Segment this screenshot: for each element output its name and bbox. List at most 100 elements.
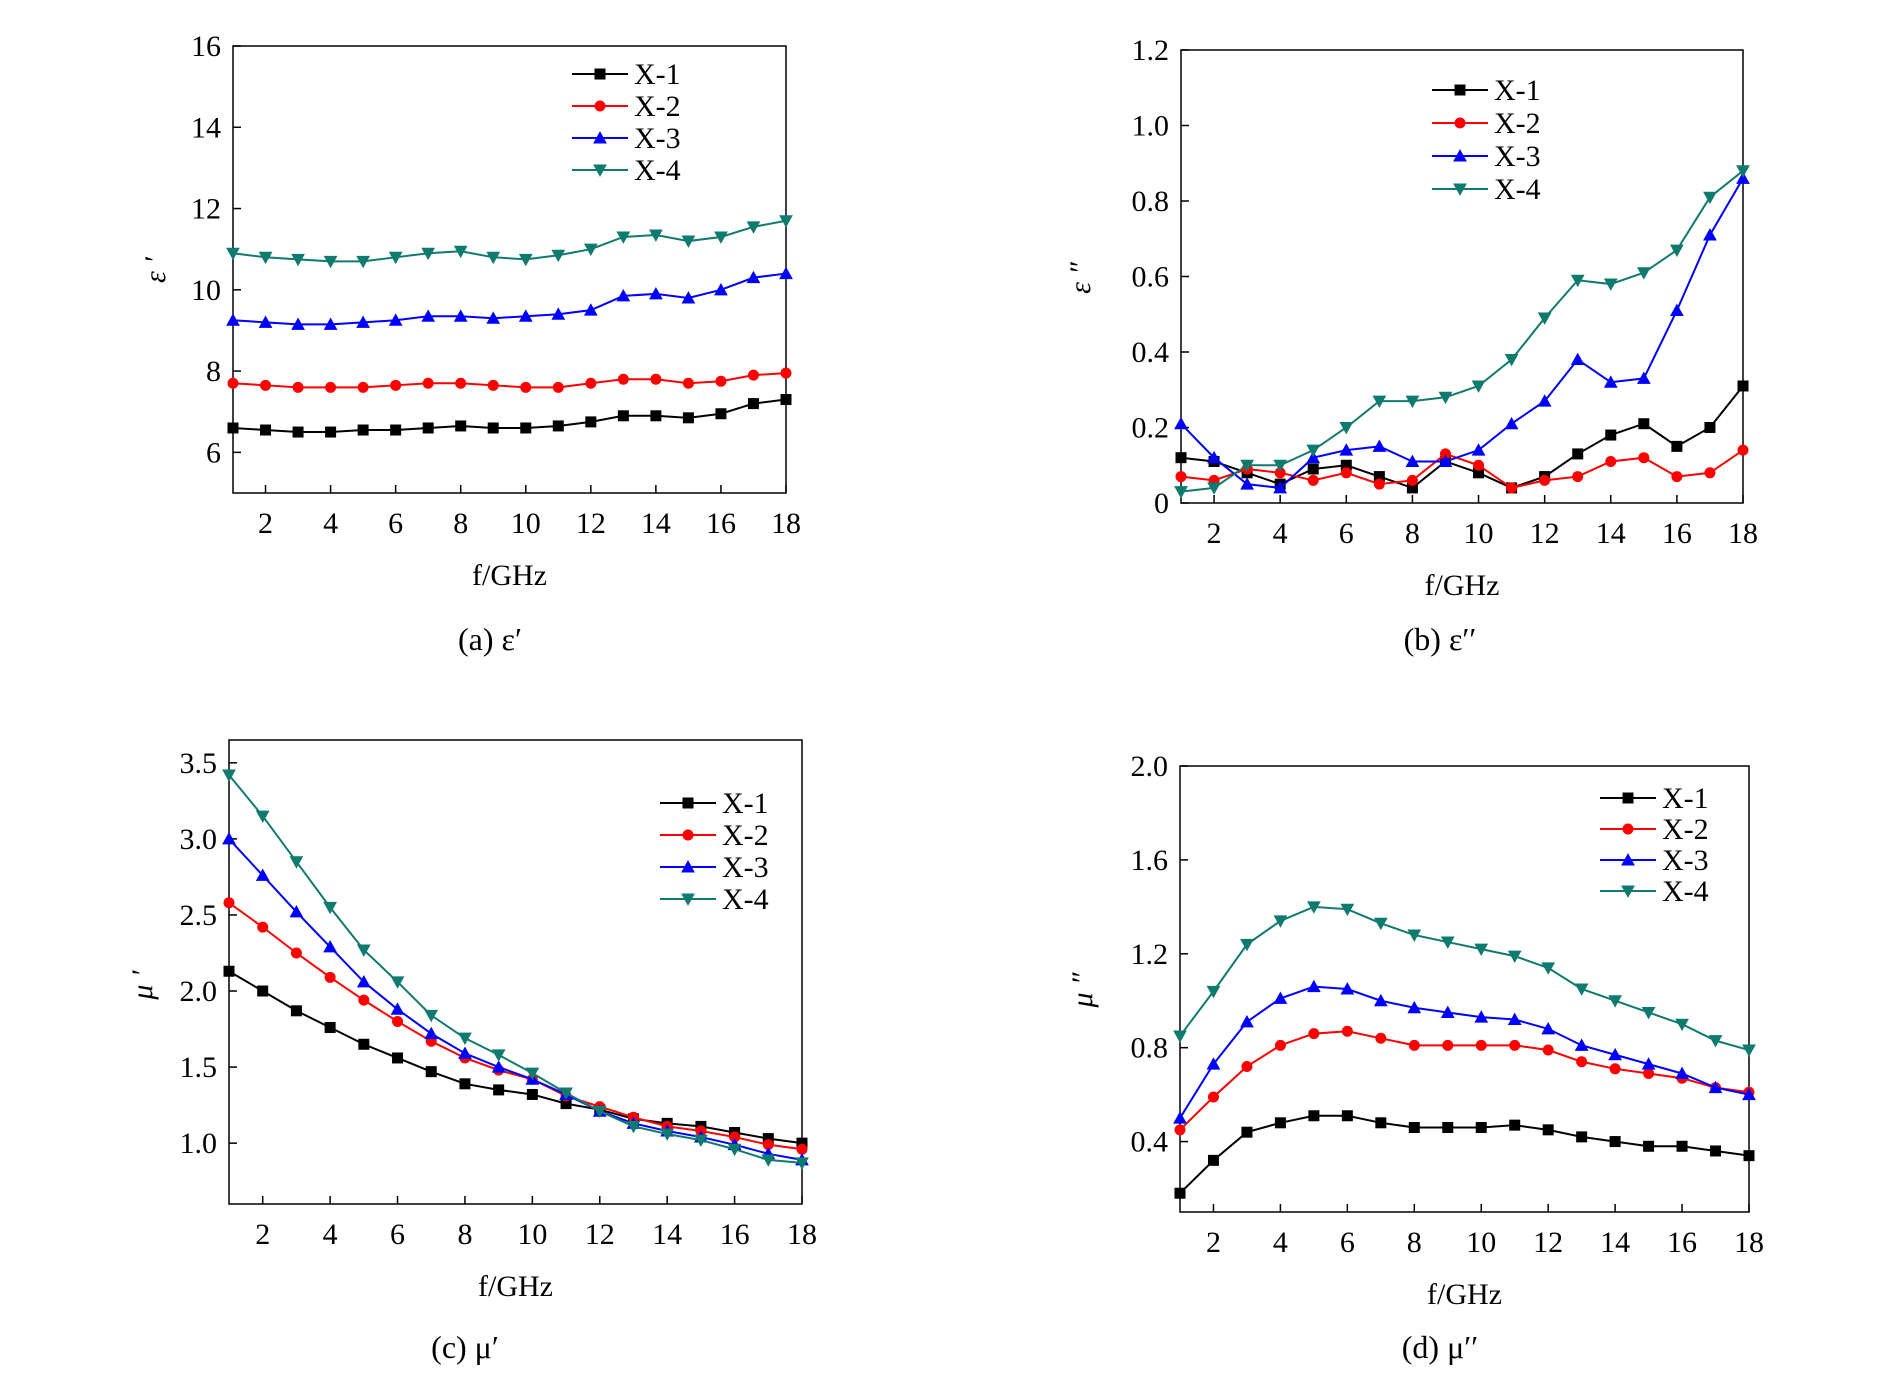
data-point bbox=[222, 832, 236, 845]
data-point bbox=[226, 313, 240, 326]
data-point bbox=[714, 282, 728, 296]
data-point bbox=[1570, 352, 1585, 366]
legend-entry: X-3 bbox=[1432, 140, 1541, 173]
legend-label: X-2 bbox=[634, 90, 681, 123]
series-x-1 bbox=[1174, 1110, 1755, 1199]
y-tick-label: 0.4 bbox=[1131, 1126, 1169, 1159]
data-point bbox=[1339, 443, 1354, 456]
legend-marker bbox=[1621, 853, 1635, 866]
x-tick-label: 2 bbox=[258, 507, 273, 540]
legend-marker bbox=[1622, 823, 1634, 835]
data-point bbox=[290, 947, 302, 959]
series-x-1 bbox=[227, 394, 792, 438]
data-point bbox=[1306, 444, 1321, 458]
data-point bbox=[1206, 985, 1221, 999]
y-tick-label: 2.0 bbox=[1131, 750, 1169, 783]
data-point bbox=[325, 426, 337, 438]
series-line bbox=[1179, 985, 1750, 1119]
data-point bbox=[1636, 371, 1651, 384]
series-x-3 bbox=[222, 832, 809, 1166]
data-point bbox=[1408, 1039, 1420, 1051]
data-point bbox=[1241, 1126, 1253, 1138]
series-x-3 bbox=[1174, 171, 1750, 494]
x-tick-label: 14 bbox=[1600, 1226, 1630, 1259]
x-tick-label: 18 bbox=[771, 507, 801, 540]
data-point bbox=[1643, 1068, 1655, 1080]
x-tick-label: 18 bbox=[1734, 1226, 1764, 1259]
data-point bbox=[583, 243, 598, 257]
legend-label: X-3 bbox=[1494, 140, 1541, 173]
legend-entry: X-2 bbox=[1432, 107, 1541, 140]
x-tick-label: 12 bbox=[585, 1218, 615, 1251]
x-tick-label: 12 bbox=[576, 507, 606, 540]
data-point bbox=[525, 1067, 540, 1081]
legend-label: X-4 bbox=[1662, 875, 1709, 908]
chart-panel: 2 4 6 8 10 12 14 16 18 0.4 0.8 1.2 1.6 2.0 f/GHz μ ″ X-1… bbox=[1066, 750, 1764, 1311]
data-point bbox=[392, 1015, 404, 1027]
data-point bbox=[551, 307, 566, 320]
y-tick-label: 0.4 bbox=[1132, 336, 1170, 369]
legend-entry: X-4 bbox=[660, 883, 769, 916]
data-point bbox=[1274, 1117, 1286, 1129]
series-line bbox=[1180, 385, 1744, 490]
x-tick-label: 16 bbox=[1667, 1226, 1697, 1259]
data-point bbox=[257, 921, 269, 933]
data-point bbox=[1703, 228, 1717, 241]
data-point bbox=[552, 420, 564, 432]
data-point bbox=[226, 247, 240, 261]
data-point bbox=[390, 976, 405, 989]
data-point bbox=[795, 1157, 809, 1170]
data-point bbox=[1643, 1140, 1655, 1152]
series-line bbox=[1179, 905, 1750, 1051]
data-point bbox=[1273, 481, 1288, 494]
data-point bbox=[1373, 471, 1385, 483]
data-point bbox=[1274, 1039, 1286, 1051]
series-line bbox=[232, 272, 787, 326]
data-point bbox=[1407, 1000, 1422, 1014]
series-x-1 bbox=[1175, 380, 1749, 494]
data-point bbox=[1307, 463, 1319, 475]
chart-panel: 2 4 6 8 10 12 14 16 18 1.0 1.5 2.0 2.5 3.0 3.5 f/GHz μ ′… bbox=[126, 739, 817, 1303]
data-point bbox=[1475, 1039, 1487, 1051]
y-tick-label: 1.6 bbox=[1131, 844, 1169, 877]
series-line bbox=[228, 901, 803, 1151]
legend-label: X-1 bbox=[634, 58, 681, 91]
data-point bbox=[1504, 354, 1519, 367]
y-axis-label: ε ″ bbox=[1064, 262, 1097, 294]
x-tick-label: 6 bbox=[388, 507, 403, 540]
x-tick-label: 4 bbox=[1273, 1226, 1288, 1259]
data-point bbox=[1675, 1066, 1689, 1080]
y-tick-label: 14 bbox=[191, 111, 221, 144]
x-tick-label: 8 bbox=[453, 507, 468, 540]
data-point bbox=[325, 381, 337, 393]
data-point bbox=[1704, 422, 1716, 433]
data-point bbox=[1174, 486, 1188, 499]
data-point bbox=[227, 422, 239, 434]
legend-marker bbox=[681, 860, 695, 873]
data-point bbox=[650, 373, 662, 385]
legend-marker bbox=[1453, 149, 1467, 162]
data-point bbox=[616, 231, 631, 244]
data-point bbox=[1307, 474, 1319, 486]
data-point bbox=[1207, 1154, 1219, 1166]
data-point bbox=[323, 901, 337, 915]
y-tick-label: 12 bbox=[191, 193, 221, 226]
data-point bbox=[520, 422, 532, 434]
panel-caption: (b) ε′′ bbox=[1404, 621, 1477, 657]
data-point bbox=[1509, 1039, 1521, 1051]
data-point bbox=[1710, 1145, 1722, 1157]
legend-label: X-4 bbox=[634, 154, 681, 187]
data-point bbox=[747, 398, 759, 410]
data-point bbox=[649, 287, 663, 300]
data-point bbox=[421, 309, 436, 322]
data-point bbox=[1341, 1110, 1353, 1122]
data-point bbox=[1736, 165, 1750, 178]
legend-label: X-1 bbox=[1494, 74, 1541, 107]
data-point bbox=[357, 381, 369, 393]
y-axis-label: μ ″ bbox=[1066, 972, 1099, 1009]
data-point bbox=[649, 229, 663, 242]
data-point bbox=[1173, 1030, 1187, 1043]
data-point bbox=[290, 1005, 302, 1017]
data-point bbox=[1307, 901, 1321, 914]
